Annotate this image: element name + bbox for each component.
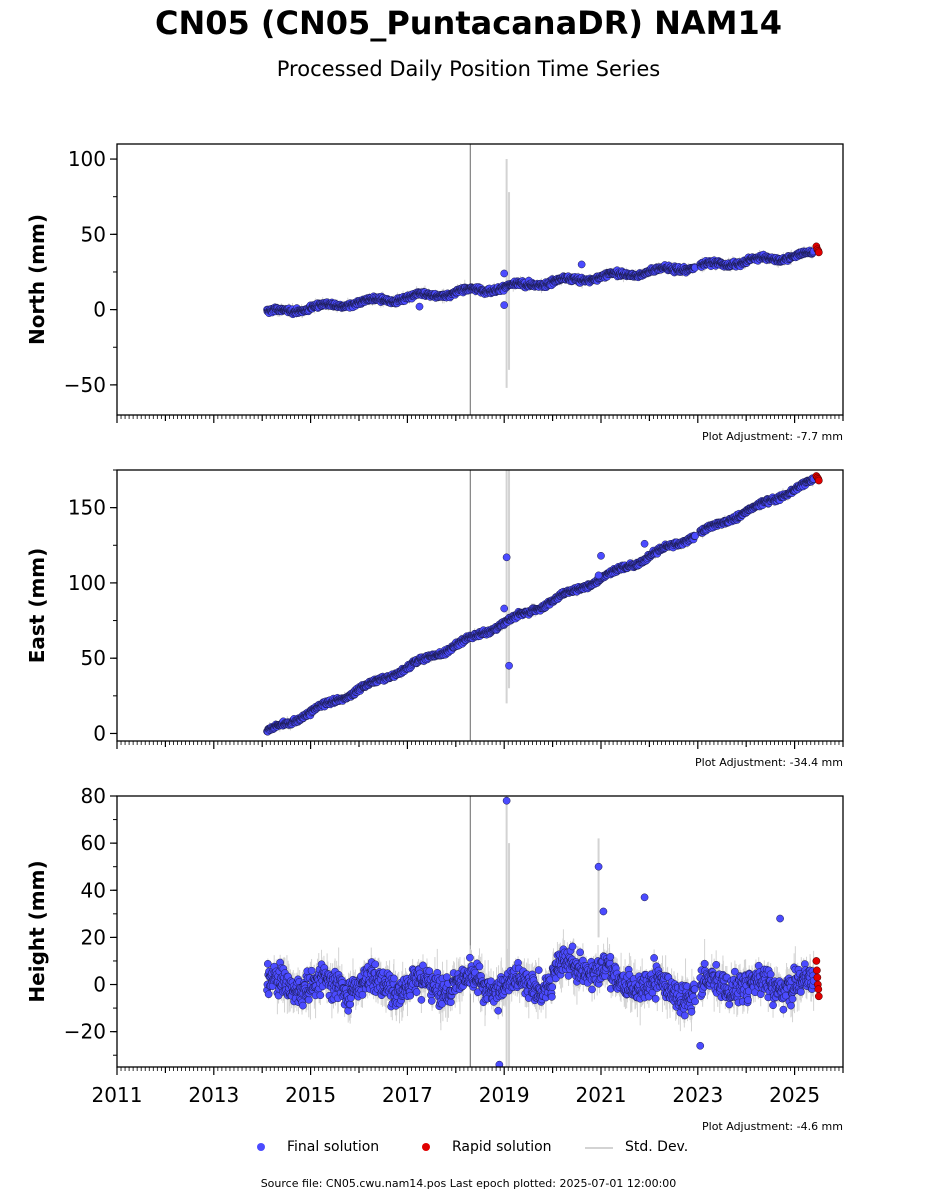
rapid-solution-point <box>814 248 823 257</box>
final-solution-point <box>500 301 509 309</box>
y-tick-label: 0 <box>93 298 106 322</box>
time-series-chart: −50 0 50 100 North (mm) Plot Adjustment: -7.7… <box>25 143 844 1133</box>
panel-1: −50 0 50 100 North (mm) Plot Adjustment: -7.7… <box>25 143 844 443</box>
y-tick-label: −50 <box>64 373 106 397</box>
final-solution-point <box>415 302 424 311</box>
y-axis-label: North (mm) <box>25 214 49 345</box>
plot-area <box>263 470 823 741</box>
final-solution-point <box>577 260 586 269</box>
plot-adjustment-label: Plot Adjustment: -7.7 mm <box>702 430 843 443</box>
chart-title: CN05 (CN05_PuntacanaDR) NAM14 <box>154 4 783 42</box>
chart-subtitle: Processed Daily Position Time Series <box>276 57 661 81</box>
plot-area <box>263 144 823 415</box>
final-solution-point <box>500 269 509 278</box>
plot-frame <box>116 143 844 416</box>
y-tick-label: 50 <box>81 222 106 246</box>
y-tick-label: 100 <box>68 147 106 171</box>
